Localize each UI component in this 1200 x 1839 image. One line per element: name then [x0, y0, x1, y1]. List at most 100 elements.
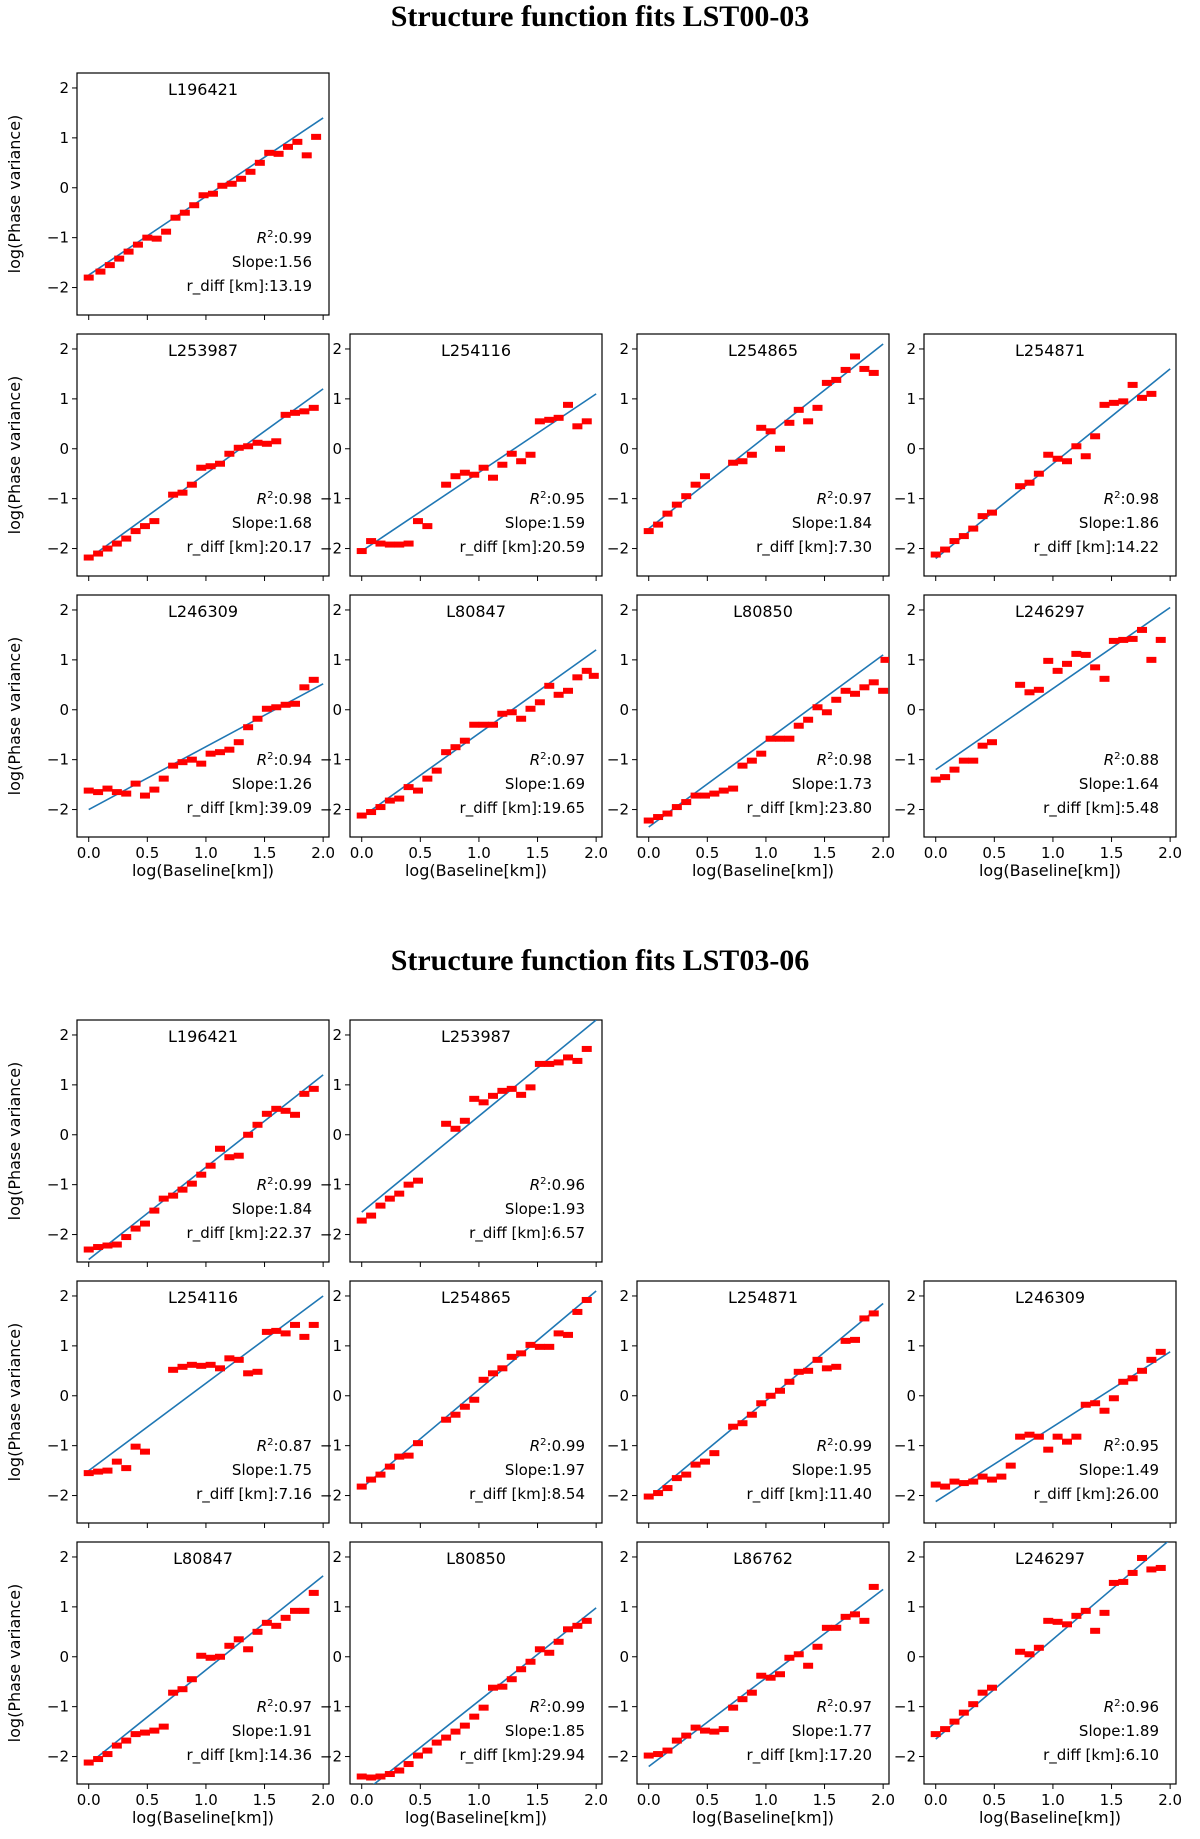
data-point [746, 1689, 757, 1696]
x-tick-label: 1.5 [253, 1791, 277, 1809]
y-tick-label: −2 [47, 1226, 69, 1244]
rdiff-annotation: r_diff [km]:7.16 [196, 1485, 312, 1504]
data-point [168, 491, 179, 498]
y-tick-label: −2 [320, 801, 342, 819]
data-point [412, 1752, 423, 1759]
data-point [233, 1636, 244, 1643]
y-tick-label: 2 [619, 1548, 629, 1566]
data-point [487, 721, 498, 728]
data-point [149, 518, 160, 525]
data-point [308, 1321, 319, 1328]
y-tick-label: 2 [906, 340, 916, 358]
data-point [1024, 1651, 1035, 1658]
data-point [384, 541, 395, 548]
data-point [271, 1105, 282, 1112]
rdiff-annotation: r_diff [km]:7.30 [756, 538, 872, 557]
data-point [233, 444, 244, 451]
panel-title: L246297 [1015, 602, 1085, 621]
data-point [186, 756, 197, 763]
y-tick-label: −1 [320, 751, 342, 769]
data-point [186, 1180, 197, 1187]
y-tick-label: −2 [320, 540, 342, 558]
rdiff-annotation: r_diff [km]:6.10 [1043, 1746, 1159, 1765]
x-tick-label: 0.5 [135, 844, 159, 862]
x-tick-label: 1.0 [467, 844, 491, 862]
data-point [553, 691, 564, 698]
r2-symbol: R [257, 1437, 267, 1455]
data-point [765, 428, 776, 435]
data-point [662, 510, 673, 517]
axes-frame [349, 1019, 603, 1263]
x-tick-label: 1.5 [526, 844, 550, 862]
r2-value: :0.97 [834, 1698, 872, 1716]
x-tick-label: 0.0 [637, 1791, 661, 1809]
x-tick-label: 2.0 [871, 844, 895, 862]
data-point [821, 1624, 832, 1631]
data-point [544, 1649, 555, 1656]
data-point [459, 1403, 470, 1410]
x-tick-label: 1.5 [526, 1791, 550, 1809]
data-point [1155, 1564, 1166, 1571]
x-tick-label: 0.0 [350, 844, 374, 862]
data-point [102, 545, 113, 552]
r2-value: :0.98 [834, 751, 872, 769]
data-point [422, 775, 433, 782]
x-tick-label: 1.0 [194, 844, 218, 862]
data-point [308, 1085, 319, 1092]
data-point [958, 1480, 969, 1487]
subplot-l80850-s0: 2 1 0 −1 −2 0.0 0.5 1.0 1.5 2.0 log(Baseline[km]) L… [607, 594, 895, 880]
x-tick-label: 2.0 [871, 1791, 895, 1809]
y-tick-label: 1 [332, 390, 342, 408]
data-point [940, 546, 951, 553]
r2-superscript: 2 [540, 1437, 546, 1448]
r2-symbol: R [257, 1698, 267, 1716]
data-point [366, 538, 377, 545]
y-axis-label: log(Phase variance) [5, 376, 24, 535]
data-point [450, 1125, 461, 1132]
axes-frame [76, 1280, 330, 1524]
data-point [1005, 1462, 1016, 1469]
data-point [478, 1376, 489, 1383]
data-point [102, 1751, 113, 1758]
data-point [958, 757, 969, 764]
data-point [709, 790, 720, 797]
data-point [516, 458, 527, 465]
data-point [1071, 1612, 1082, 1619]
data-point [1155, 1348, 1166, 1355]
data-point [111, 1458, 122, 1465]
panel-title: L254116 [168, 1288, 238, 1307]
data-point [196, 1652, 207, 1659]
data-point [728, 1704, 739, 1711]
data-point [1090, 1627, 1101, 1634]
data-point [699, 473, 710, 480]
data-point [709, 1450, 720, 1457]
data-point [95, 268, 106, 275]
data-point [1108, 1395, 1119, 1402]
data-point [431, 1739, 442, 1746]
axes-frame [349, 1541, 603, 1785]
data-point [311, 133, 322, 140]
r2-superscript: 2 [267, 490, 273, 501]
data-point [121, 535, 132, 542]
data-point [1024, 1431, 1035, 1438]
data-point [243, 724, 254, 731]
y-tick-label: 2 [619, 1287, 629, 1305]
data-point [139, 523, 150, 530]
data-point [254, 159, 265, 166]
data-point [930, 1481, 941, 1488]
data-point [1061, 1621, 1072, 1628]
data-point [850, 353, 861, 360]
data-point [236, 175, 247, 182]
data-point [1052, 1433, 1063, 1440]
panel-title: L86762 [733, 1549, 793, 1568]
data-point [968, 1478, 979, 1485]
slope-annotation: Slope:1.97 [505, 1461, 585, 1479]
r2-symbol: R [817, 490, 827, 508]
x-tick-label: 0.5 [695, 844, 719, 862]
data-point [132, 241, 143, 248]
x-tick-label: 0.5 [408, 1791, 432, 1809]
data-point [207, 190, 218, 197]
data-point [977, 1473, 988, 1480]
r2-superscript: 2 [267, 1437, 273, 1448]
